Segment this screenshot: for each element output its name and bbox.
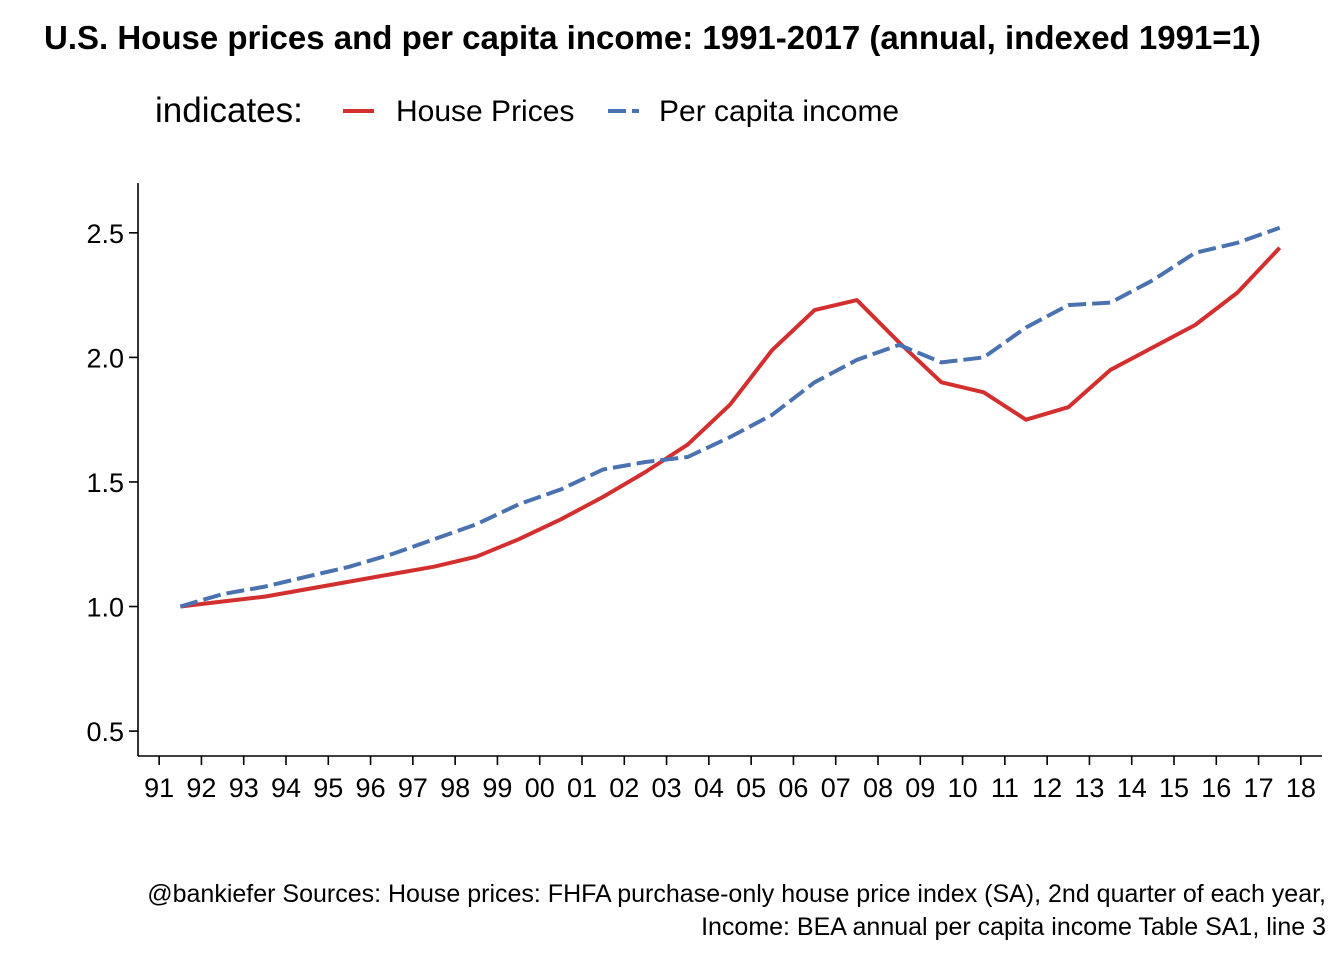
x-tick-label: 08 (863, 773, 893, 803)
x-tick-label: 13 (1074, 773, 1104, 803)
x-tick-label: 99 (482, 773, 512, 803)
caption: @bankiefer Sources: House prices: FHFA p… (147, 880, 1326, 941)
series-line-house-prices (180, 246, 1282, 609)
x-tick-label: 93 (229, 773, 259, 803)
plot-area: 0.5 1.0 1.5 2.0 2.5 91 92 93 94 95 96 97 98 99 00 01 02… (86, 183, 1322, 803)
x-tick-label: 96 (356, 773, 386, 803)
y-tick-label: 0.5 (86, 717, 124, 747)
legend: indicates: House Prices Per capita incom… (155, 91, 899, 130)
x-tick-label: 12 (1032, 773, 1062, 803)
chart-title: U.S. House prices and per capita income:… (44, 19, 1261, 56)
x-tick-label: 94 (271, 773, 301, 803)
x-axis-ticks: 91 92 93 94 95 96 97 98 99 00 01 02 03 04 05 06 07 08 09 10… (144, 756, 1316, 803)
y-tick-label: 2.0 (86, 343, 124, 373)
x-tick-label: 95 (313, 773, 343, 803)
series-line-per-capita-income (179, 225, 1281, 609)
x-tick-label: 00 (525, 773, 555, 803)
x-tick-label: 98 (440, 773, 470, 803)
caption-line-2: Income: BEA annual per capita income Tab… (701, 913, 1326, 941)
x-tick-label: 14 (1117, 773, 1147, 803)
legend-label-per-capita-income: Per capita income (659, 95, 899, 128)
y-axis-ticks: 0.5 1.0 1.5 2.0 2.5 (86, 219, 138, 747)
legend-label-house-prices: House Prices (396, 95, 574, 128)
x-tick-label: 04 (694, 773, 724, 803)
x-tick-label: 91 (144, 773, 174, 803)
legend-title: indicates: (155, 91, 303, 130)
x-tick-label: 03 (652, 773, 682, 803)
y-tick-label: 2.5 (86, 219, 124, 249)
x-tick-label: 09 (905, 773, 935, 803)
x-tick-label: 02 (609, 773, 639, 803)
x-tick-label: 15 (1159, 773, 1189, 803)
x-tick-label: 01 (567, 773, 597, 803)
y-tick-label: 1.0 (86, 593, 124, 623)
x-tick-label: 11 (991, 773, 1019, 803)
x-tick-label: 06 (778, 773, 808, 803)
x-tick-label: 16 (1201, 773, 1231, 803)
x-tick-label: 07 (821, 773, 851, 803)
y-tick-label: 1.5 (86, 468, 124, 498)
x-tick-label: 18 (1286, 773, 1316, 803)
x-tick-label: 92 (186, 773, 216, 803)
x-tick-label: 10 (948, 773, 978, 803)
x-tick-label: 05 (736, 773, 766, 803)
x-tick-label: 97 (398, 773, 428, 803)
caption-line-1: @bankiefer Sources: House prices: FHFA p… (147, 880, 1326, 908)
x-tick-label: 17 (1244, 773, 1274, 803)
series-layer (179, 225, 1282, 609)
